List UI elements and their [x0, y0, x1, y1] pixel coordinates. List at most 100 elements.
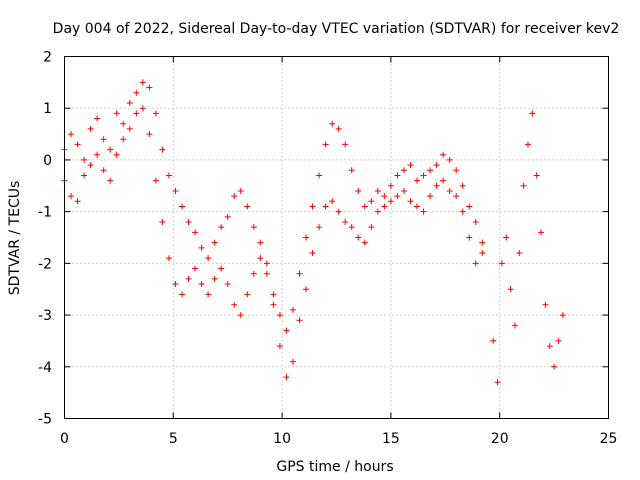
data-point [107, 177, 114, 184]
data-point [68, 193, 75, 200]
y-tick-label: 1 [43, 101, 52, 117]
y-tick-label: -5 [38, 412, 52, 428]
data-point [165, 255, 172, 262]
data-point [263, 270, 270, 277]
data-point [218, 265, 225, 272]
data-point [185, 275, 192, 282]
series-sdtvar-track-b [61, 105, 486, 381]
data-point [446, 187, 453, 194]
series-sdtvar-late-burst [490, 110, 566, 386]
data-point [113, 110, 120, 117]
data-point [453, 167, 460, 174]
data-point [74, 198, 81, 205]
data-point [276, 343, 283, 350]
data-point [81, 172, 88, 179]
data-point [244, 203, 251, 210]
data-point [283, 327, 290, 334]
data-point [329, 198, 336, 205]
data-point [472, 260, 479, 267]
data-point [289, 358, 296, 365]
plot-frame [64, 56, 609, 419]
data-point [420, 208, 427, 215]
data-point [159, 218, 166, 225]
data-point [466, 203, 473, 210]
data-point [68, 131, 75, 138]
data-point [205, 255, 212, 262]
x-tick-label: 25 [600, 431, 618, 447]
data-point [107, 146, 114, 153]
data-point [400, 167, 407, 174]
data-point [427, 167, 434, 174]
data-point [361, 239, 368, 246]
x-tick-label: 20 [491, 431, 509, 447]
data-point [81, 156, 88, 163]
data-point [400, 187, 407, 194]
data-point [503, 234, 510, 241]
data-point [198, 244, 205, 251]
data-point [179, 203, 186, 210]
data-point [355, 234, 362, 241]
data-point [387, 182, 394, 189]
data-point [414, 203, 421, 210]
data-point [361, 203, 368, 210]
data-point [296, 270, 303, 277]
data-point [87, 162, 94, 169]
data-point [342, 218, 349, 225]
data-point [276, 312, 283, 319]
data-point [335, 208, 342, 215]
data-point [538, 229, 545, 236]
data-point [263, 260, 270, 267]
data-point [172, 281, 179, 288]
data-point [120, 120, 127, 127]
data-point [555, 337, 562, 344]
data-point [133, 89, 140, 96]
data-point [257, 255, 264, 262]
data-point [407, 198, 414, 205]
data-point [511, 322, 518, 329]
data-point [394, 193, 401, 200]
data-point [146, 131, 153, 138]
data-point [520, 182, 527, 189]
data-points [61, 79, 566, 386]
data-point [94, 151, 101, 158]
data-point [231, 193, 238, 200]
data-point [490, 337, 497, 344]
axis-ticks [64, 56, 609, 419]
chart-title: Day 004 of 2022, Sidereal Day-to-day VTE… [53, 21, 620, 37]
data-point [126, 125, 133, 132]
data-point [533, 172, 540, 179]
data-point [192, 265, 199, 272]
data-point [198, 281, 205, 288]
data-point [414, 177, 421, 184]
data-point [303, 234, 310, 241]
y-tick-label: -4 [38, 360, 52, 376]
y-tick-label: -2 [38, 256, 52, 272]
data-point [309, 250, 316, 257]
data-point [433, 182, 440, 189]
data-point [420, 172, 427, 179]
data-point [374, 187, 381, 194]
data-point [546, 343, 553, 350]
x-tick-label: 15 [382, 431, 400, 447]
data-point [133, 110, 140, 117]
data-point [303, 286, 310, 293]
data-point [139, 105, 146, 112]
y-tick-label: -3 [38, 308, 52, 324]
data-point [179, 291, 186, 298]
data-point [440, 151, 447, 158]
data-point [224, 213, 231, 220]
data-point [270, 301, 277, 308]
data-point [74, 141, 81, 148]
data-point [466, 234, 473, 241]
data-point [159, 146, 166, 153]
data-point [374, 208, 381, 215]
data-point [94, 115, 101, 122]
data-point [100, 167, 107, 174]
data-point [139, 79, 146, 86]
data-point [494, 379, 501, 386]
data-point [440, 177, 447, 184]
tick-labels: 0 5 10 15 20 25 -5 -4 -3 -2 -1 0 1 2 [38, 50, 617, 448]
data-point [479, 239, 486, 246]
data-point [296, 317, 303, 324]
